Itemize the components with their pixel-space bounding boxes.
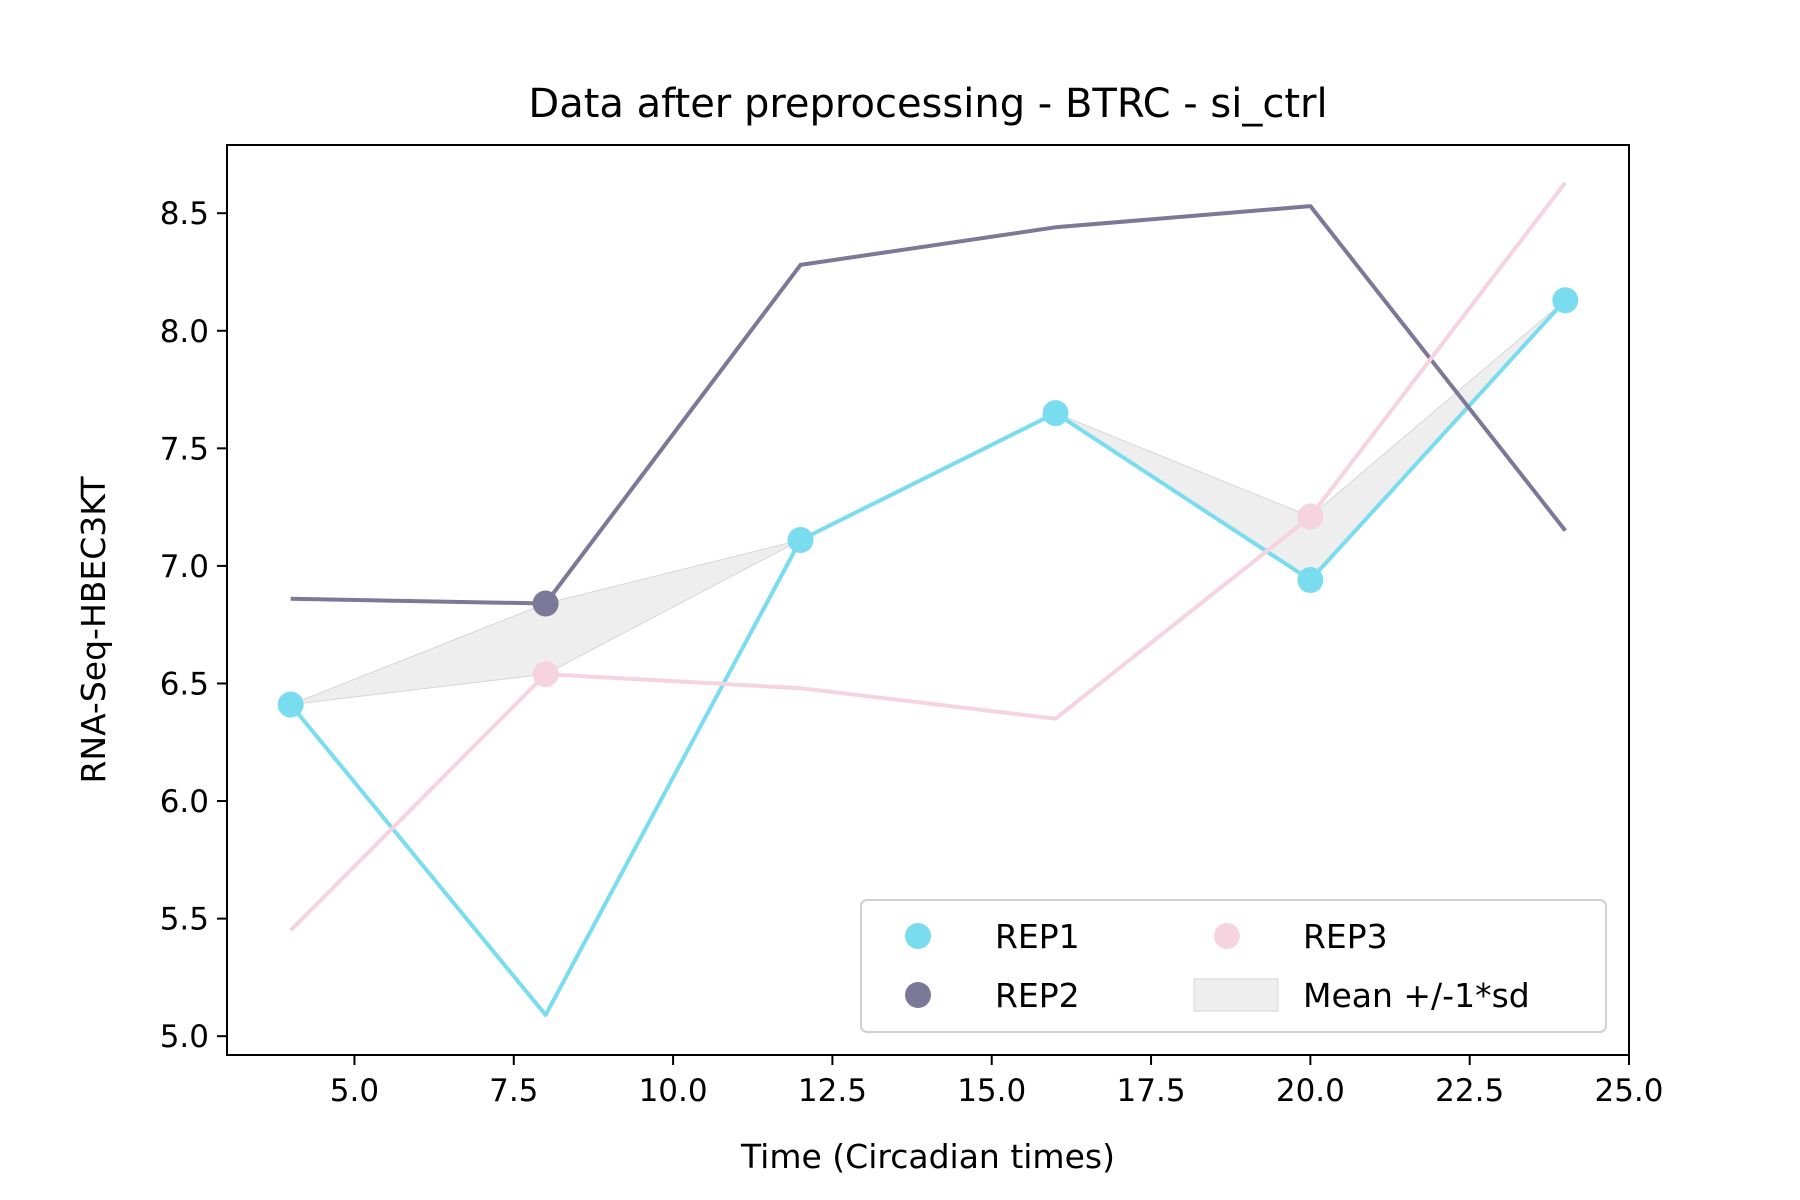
x-tick-label: 17.5 [1117,1073,1186,1109]
y-axis-title: RNA-Seq-HBEC3KT [74,476,113,784]
y-tick-label: 8.5 [160,196,209,232]
x-tick-label: 12.5 [798,1073,867,1109]
legend-label: REP1 [995,917,1080,956]
legend-band-swatch [1193,978,1279,1012]
chart-title: Data after preprocessing - BTRC - si_ctr… [528,81,1327,127]
legend-label: REP2 [995,976,1080,1015]
legend-label: Mean +/-1*sd [1303,976,1530,1015]
y-tick-label: 5.5 [160,902,209,938]
data-point-rep1 [1042,400,1069,427]
x-axis-title: Time (Circadian times) [740,1137,1115,1176]
series-line-rep3 [289,181,1567,932]
series-line-rep1 [289,298,1567,1017]
x-tick-label: 15.0 [957,1073,1026,1109]
y-tick-label: 7.0 [160,549,209,585]
y-tick-label: 6.0 [160,784,209,820]
data-point-rep1 [1297,567,1324,593]
legend-marker-rep1 [905,923,931,949]
data-point-rep1 [1552,287,1579,314]
data-point-rep3 [532,661,559,688]
legend-label: REP3 [1303,917,1388,956]
y-axis: 5.0 5.5 6.0 6.5 7.0 7.5 8.0 8.5 [160,196,227,1055]
data-point-rep2 [532,590,559,617]
legend-marker-rep3 [1214,923,1240,949]
y-tick-label: 5.0 [160,1019,209,1055]
x-tick-label: 5.0 [330,1073,379,1109]
x-tick-label: 20.0 [1276,1073,1345,1109]
legend-box [860,899,1607,1033]
legend-marker-rep2 [905,982,931,1008]
plot-area [277,181,1579,1017]
plot-frame [226,144,1630,1056]
series-line-rep2 [290,204,1567,606]
data-point-rep1 [277,691,304,718]
x-tick-label: 22.5 [1435,1073,1504,1109]
x-axis: 5.0 7.5 10.0 12.5 15.0 17.5 20.0 22.5 25.0 [330,1055,1664,1109]
x-tick-label: 25.0 [1594,1073,1663,1109]
y-tick-label: 6.5 [160,666,209,702]
y-tick-label: 7.5 [160,431,209,467]
legend: REP1 REP2 REP3 Mean +/-1*sd [860,899,1607,1033]
y-tick-label: 8.0 [160,314,209,350]
data-point-rep1 [787,527,814,553]
x-tick-label: 7.5 [489,1073,538,1109]
data-point-rep3 [1297,503,1324,530]
x-tick-label: 10.0 [639,1073,708,1109]
